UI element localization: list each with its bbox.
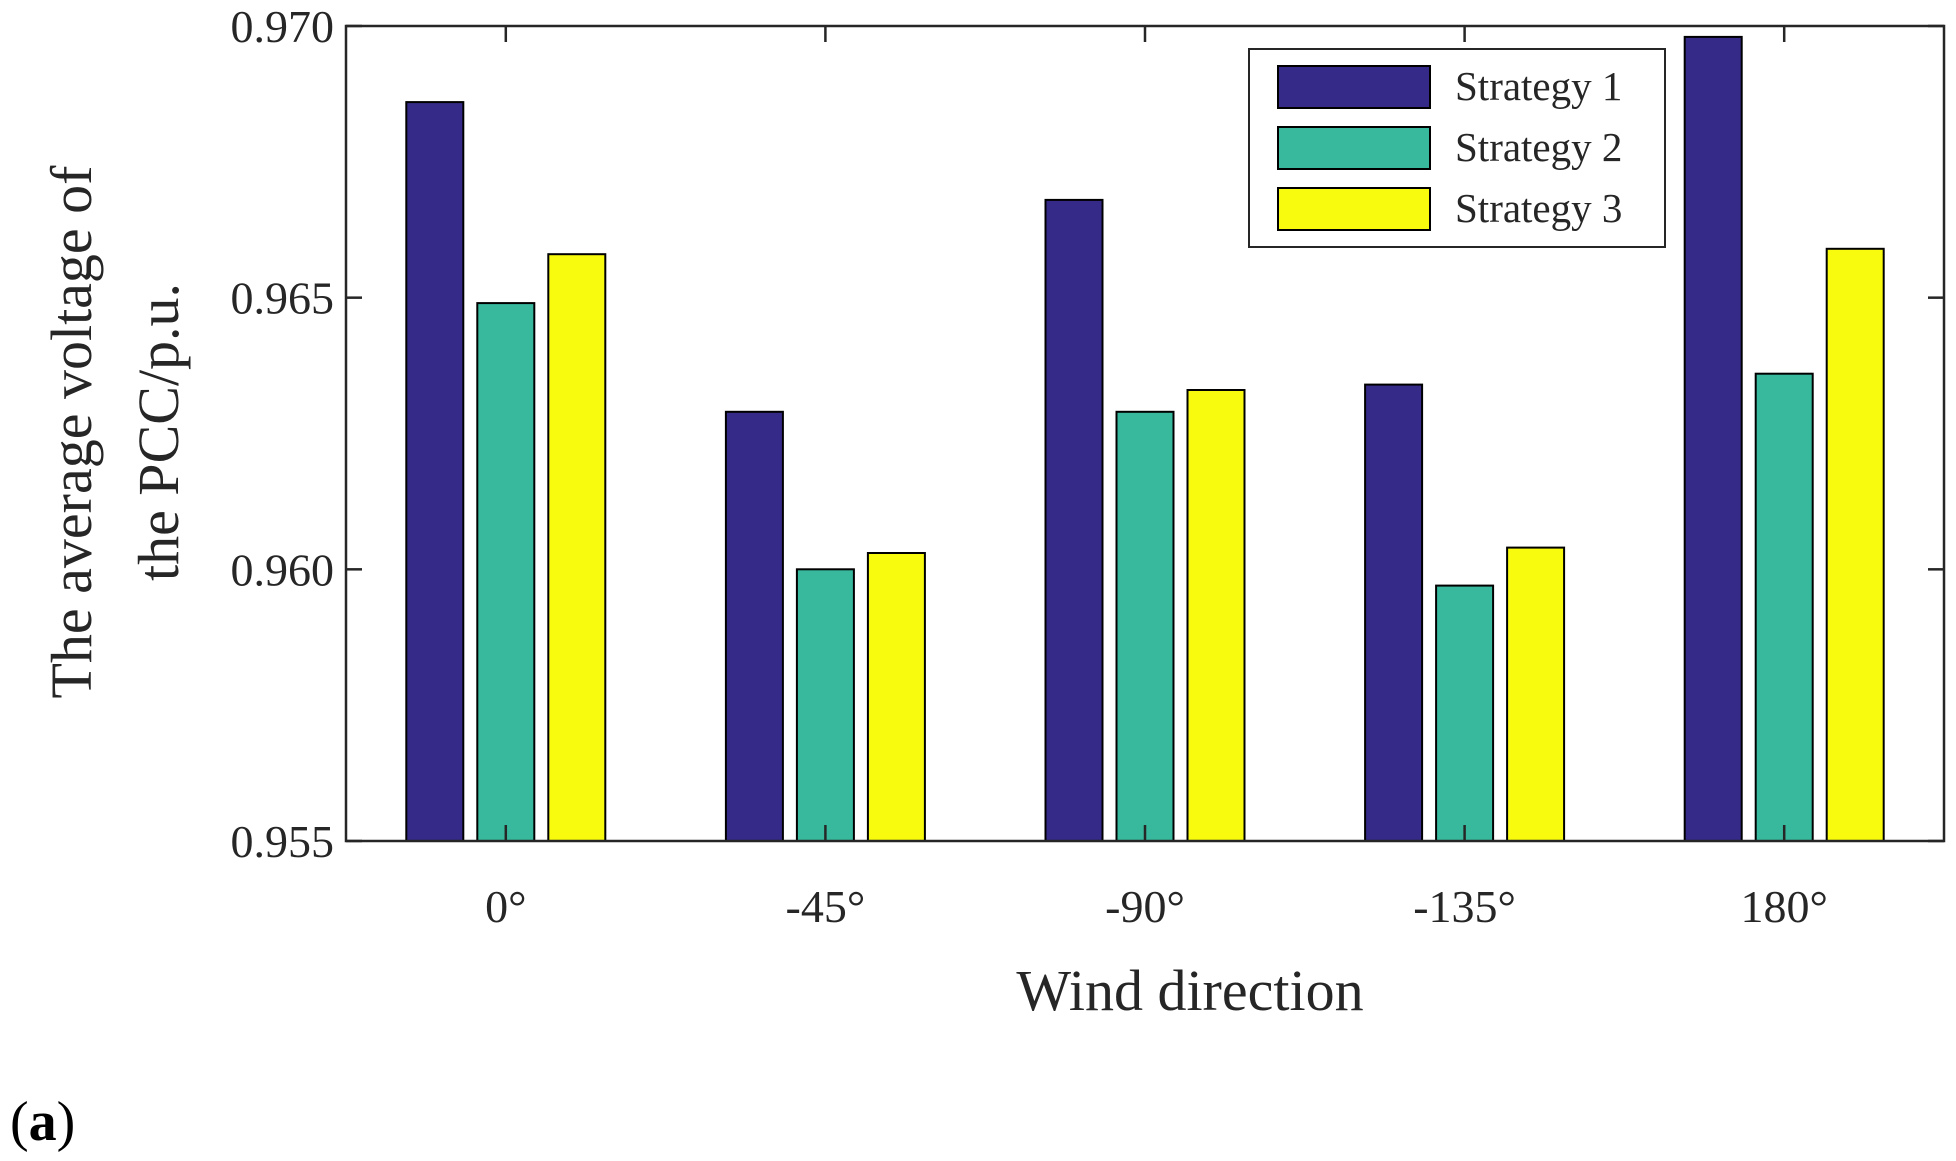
bar-strategy1-cat4	[1683, 35, 1743, 842]
bar-strategy3-cat1	[866, 552, 926, 842]
x-axis-title: Wind direction	[1016, 958, 1363, 1023]
y-axis-title-line2: the PCC/p.u.	[126, 283, 191, 581]
legend-swatch-strategy3	[1277, 187, 1431, 231]
bar-strategy3-cat0	[547, 253, 607, 842]
legend-label-strategy3: Strategy 3	[1455, 185, 1622, 231]
bar-strategy3-cat4	[1825, 247, 1885, 843]
bars-group	[405, 35, 1885, 843]
bar-strategy1-cat3	[1364, 383, 1424, 842]
y-axis-ticks: 0.955 0.960 0.965 0.970	[231, 1, 1944, 867]
y-axis-title-line1: The average voltage of	[39, 165, 104, 699]
y-tick-label: 0.955	[231, 816, 335, 867]
legend-swatch-strategy1	[1277, 65, 1431, 109]
bar-strategy2-cat4	[1754, 372, 1814, 842]
legend-label-strategy2: Strategy 2	[1455, 124, 1622, 170]
legend: Strategy 1 Strategy 2 Strategy 3	[1248, 48, 1666, 248]
bar-strategy3-cat3	[1506, 546, 1566, 842]
bar-strategy1-cat1	[724, 410, 784, 842]
y-tick-label: 0.965	[231, 273, 335, 324]
panel-label-letter: a	[29, 1091, 57, 1153]
x-tick-label: -45°	[786, 881, 866, 932]
x-tick-label: 0°	[485, 881, 526, 932]
bar-strategy2-cat3	[1435, 584, 1495, 842]
x-tick-label: -135°	[1413, 881, 1516, 932]
y-tick-label: 0.970	[231, 1, 335, 52]
x-axis-ticks: 0° -45° -90° -135° 180°	[485, 26, 1828, 932]
legend-swatch-strategy2	[1277, 126, 1431, 170]
bar-strategy1-cat2	[1044, 198, 1104, 842]
legend-label-strategy1: Strategy 1	[1455, 63, 1622, 109]
y-tick-label: 0.960	[231, 544, 335, 595]
panel-label-open: (	[10, 1091, 29, 1153]
bar-strategy2-cat2	[1115, 410, 1175, 842]
panel-label-close: )	[57, 1091, 76, 1153]
bar-strategy2-cat0	[476, 302, 536, 843]
bar-strategy2-cat1	[795, 568, 855, 842]
bar-strategy3-cat2	[1186, 389, 1246, 842]
x-tick-label: -90°	[1105, 881, 1185, 932]
panel-label: (a)	[10, 1091, 75, 1153]
bar-strategy1-cat0	[405, 101, 465, 843]
x-tick-label: 180°	[1740, 881, 1827, 932]
